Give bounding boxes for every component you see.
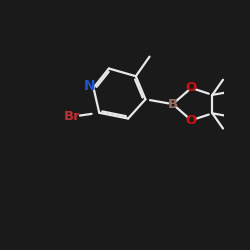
Text: Br: Br (64, 110, 81, 123)
Text: O: O (186, 114, 197, 127)
Text: O: O (186, 82, 197, 94)
Text: B: B (168, 98, 178, 110)
Text: N: N (84, 79, 96, 93)
